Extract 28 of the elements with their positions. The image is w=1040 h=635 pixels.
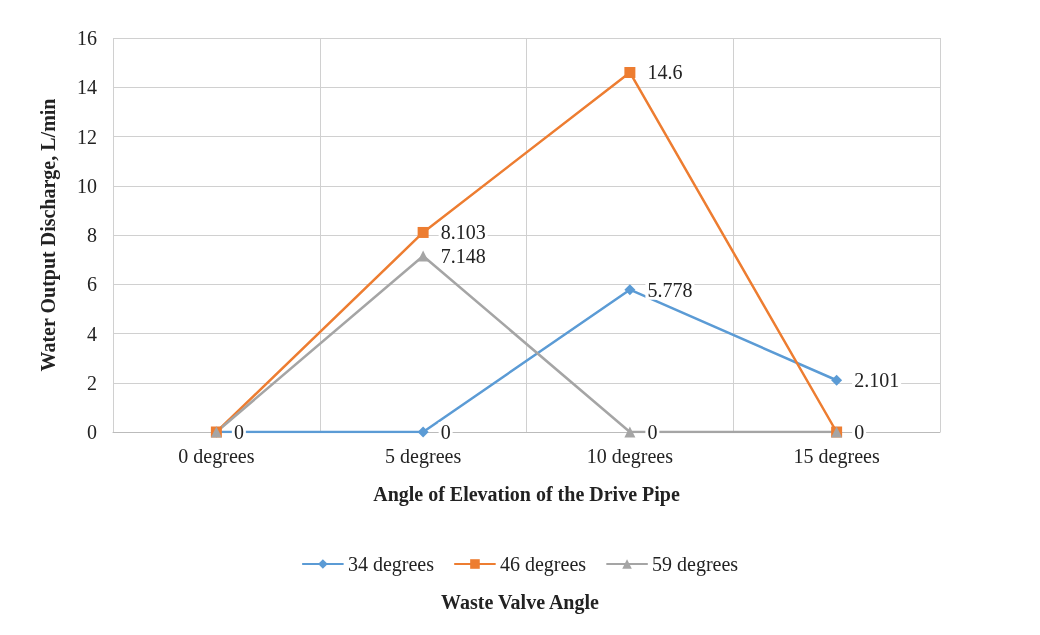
- y-tick-label: 14: [77, 76, 97, 99]
- data-label: 14.6: [647, 61, 683, 84]
- data-label: 2.101: [854, 369, 900, 392]
- data-label: 0: [233, 421, 244, 443]
- data-label: 0: [854, 421, 865, 443]
- data-label: 8.103: [440, 221, 486, 244]
- legend-title: Waste Valve Angle: [441, 591, 600, 614]
- data-label: 0: [440, 421, 451, 443]
- y-tick-label: 4: [87, 322, 97, 345]
- y-axis-title: Water Output Discharge, L/min: [37, 98, 60, 372]
- y-tick-label: 6: [87, 273, 97, 296]
- legend-label: 34 degrees: [347, 553, 435, 576]
- legend-label: 46 degrees: [499, 553, 587, 576]
- y-tick-label: 2: [87, 371, 97, 394]
- y-tick-label: 0: [87, 421, 97, 443]
- x-tick-label: 5 degrees: [385, 445, 462, 468]
- y-tick-label: 16: [77, 27, 97, 49]
- x-tick-label: 0 degrees: [178, 445, 255, 468]
- data-label: 5.778: [647, 278, 693, 301]
- legend-label: 59 degrees: [652, 553, 739, 576]
- x-tick-label: 10 degrees: [586, 445, 674, 468]
- x-tick-label: 15 degrees: [793, 445, 880, 468]
- data-label: 0: [647, 421, 658, 443]
- y-tick-label: 8: [87, 224, 97, 246]
- x-axis-title: Angle of Elevation of the Drive Pipe: [373, 483, 680, 506]
- y-tick-label: 10: [77, 174, 97, 197]
- data-label: 7.148: [440, 244, 486, 267]
- y-tick-label: 12: [77, 125, 97, 148]
